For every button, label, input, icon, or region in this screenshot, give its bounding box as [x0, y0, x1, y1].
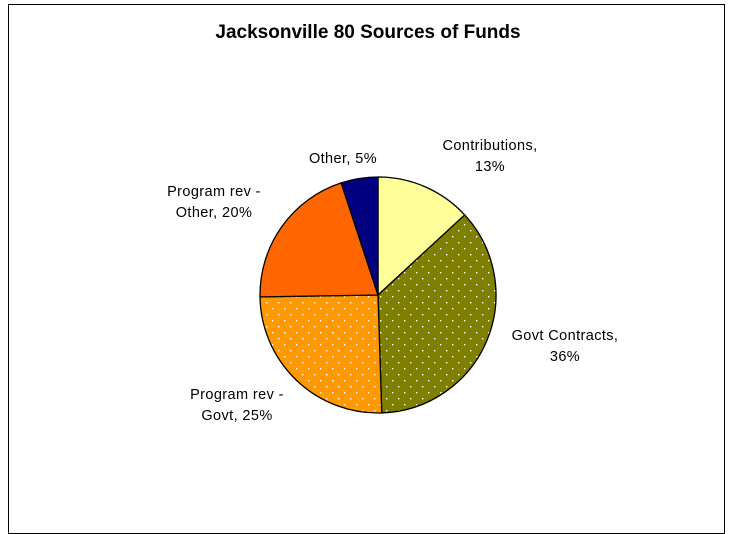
- slice-label-line: Other, 5%: [309, 151, 377, 167]
- pie-slice-contributions: [377, 176, 466, 296]
- pie-chart: Contributions, 13% Govt Contracts, 36% Progr…: [167, 138, 618, 424]
- slice-label-other: Other, 5%: [309, 151, 377, 167]
- slice-label-line: Govt, 25%: [201, 408, 272, 424]
- slice-label-line: 13%: [475, 159, 505, 175]
- slice-label-line: Other, 20%: [176, 205, 253, 221]
- slice-label-govt-contracts: Govt Contracts, 36%: [512, 328, 619, 365]
- pie-slice-program-rev-other: [259, 182, 379, 298]
- pie-slice-other: [340, 176, 379, 296]
- pie-slices: [259, 176, 497, 414]
- slice-label-line: Program rev -: [167, 184, 261, 200]
- slice-label-program-rev-other: Program rev - Other, 20%: [167, 184, 261, 221]
- slice-label-line: 36%: [550, 349, 580, 365]
- chart-title: Jacksonville 80 Sources of Funds: [215, 22, 521, 43]
- slice-label-line: Program rev -: [190, 387, 284, 403]
- pie-slice-program-rev-govt: [259, 294, 383, 414]
- slice-label-contributions: Contributions, 13%: [442, 138, 537, 175]
- pie-slice-govt-contracts: [377, 214, 497, 414]
- slice-label-program-rev-govt: Program rev - Govt, 25%: [190, 387, 284, 424]
- slice-label-line: Contributions,: [442, 138, 537, 154]
- slice-labels: Contributions, 13% Govt Contracts, 36% Progr…: [167, 138, 618, 424]
- slice-label-line: Govt Contracts,: [512, 328, 619, 344]
